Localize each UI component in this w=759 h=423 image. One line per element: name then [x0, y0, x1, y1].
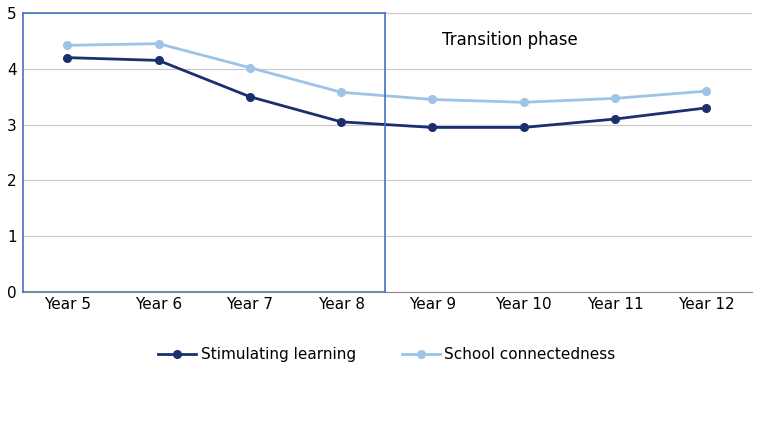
Legend: Stimulating learning, School connectedness: Stimulating learning, School connectedne…	[152, 341, 622, 368]
Text: Transition phase: Transition phase	[442, 31, 578, 49]
